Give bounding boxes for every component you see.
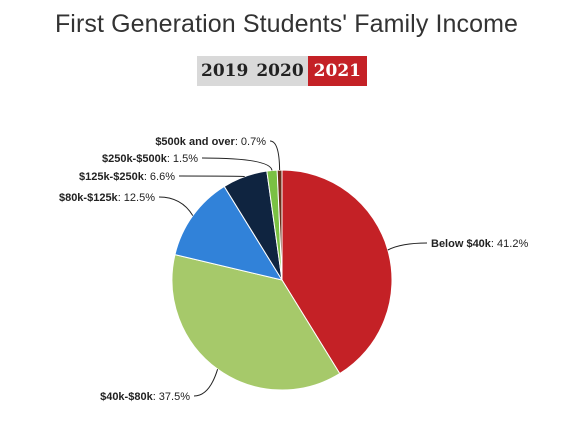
data-label-value: : 41.2% [491, 238, 529, 250]
leader-line-250k-500k [201, 157, 273, 171]
year-tab-bar: 2019 2020 2021 [197, 56, 367, 86]
pie-slice-40k-80k[interactable] [171, 254, 341, 391]
data-label-value: : 1.5% [167, 153, 198, 165]
leader-line-below-40k [387, 242, 428, 251]
data-label-category: $80k-$125k [59, 192, 119, 204]
data-label-125k-250k: $125k-$250k: 6.6% [79, 171, 175, 183]
data-label-40k-80k: $40k-$80k: 37.5% [100, 391, 190, 403]
year-tab-2020[interactable]: 2020 [256, 61, 304, 81]
data-label-category: Below $40k [431, 238, 492, 250]
data-label-value: : 6.6% [144, 171, 175, 183]
data-label-value: : 37.5% [153, 391, 191, 403]
data-label-category: $500k and over [155, 136, 235, 148]
data-label-category: $125k-$250k [79, 171, 145, 183]
data-label-250k-500k: $250k-$500k: 1.5% [102, 153, 198, 165]
leader-line-125k-250k [178, 175, 245, 177]
data-label-80k-125k: $80k-$125k: 12.5% [59, 192, 155, 204]
leader-line-40k-80k [193, 369, 219, 397]
year-tab-2019[interactable]: 2019 [201, 61, 249, 81]
leader-line-80k-125k [158, 196, 194, 216]
pie-slice-below-40k[interactable] [281, 169, 393, 375]
pie-slice-500k-and-over[interactable] [276, 169, 283, 281]
chart-title: First Generation Students' Family Income [54, 10, 519, 38]
data-label-below-40k: Below $40k: 41.2% [431, 238, 528, 250]
data-label-value: : 0.7% [235, 136, 266, 148]
year-tab-2021[interactable]: 2021 [307, 56, 367, 86]
data-label-value: : 12.5% [118, 192, 156, 204]
data-label-category: $40k-$80k [100, 391, 153, 403]
pie-slice-80k-125k[interactable] [174, 185, 284, 281]
leader-line-500k-and-over [269, 140, 281, 171]
data-label-500k-and-over: $500k and over: 0.7% [155, 136, 266, 148]
data-label-category: $250k-$500k [102, 153, 168, 165]
